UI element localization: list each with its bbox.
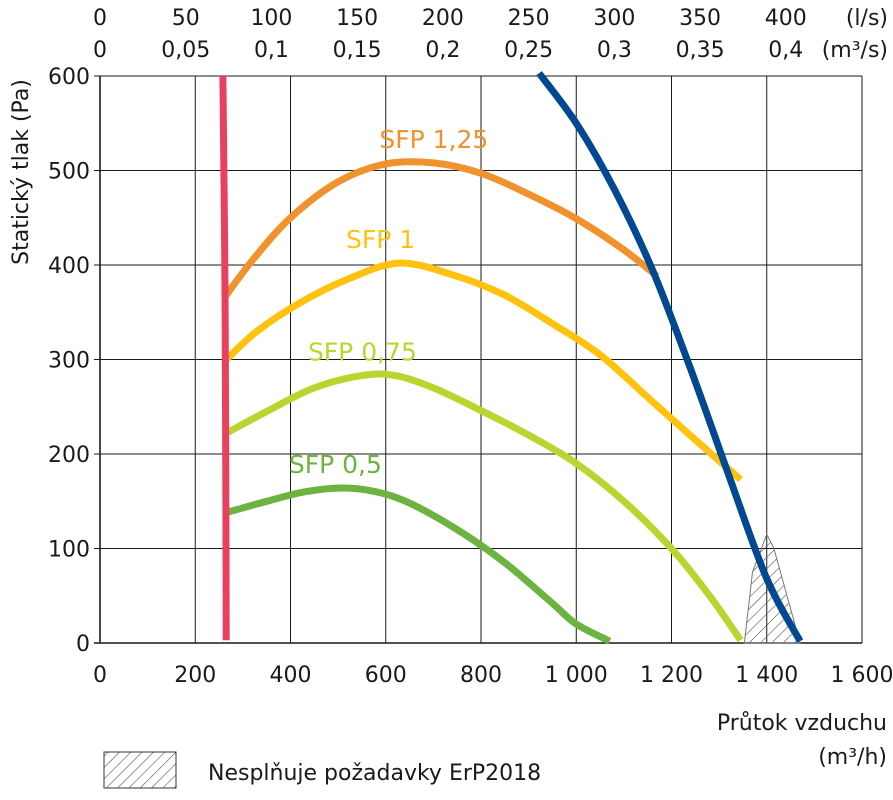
series-line-sfp-1-25 [223,158,660,298]
x-axis-label-line1: Průtok vzduchu [717,711,887,736]
x-axis-label-line2: (m³/h) [818,745,887,770]
legend-hatch-text: Nesplňuje požadavky ErP2018 [208,761,541,786]
x-tick-label: 800 [460,663,502,688]
y-axis-label: Statický tlak (Pa) [9,79,34,265]
top-axis-unit-m3s: (m³/s) [822,38,888,63]
x-tick-label: 1 600 [831,663,893,688]
top-tick-label-m3s: 0,15 [333,38,382,63]
top-tick-label-ls: 350 [679,6,721,31]
series-label-sfp-0-75: SFP 0,75 [308,338,417,367]
top-tick-label-ls: 150 [336,6,378,31]
x-tick-label: 400 [270,663,312,688]
series-line-boundary [219,75,230,641]
top-tick-label-m3s: 0,4 [768,38,803,63]
x-tick-label: 1 000 [545,663,608,688]
x-tick-label: 1 200 [640,663,703,688]
top-tick-label-ls: 300 [593,6,635,31]
x-tick-label: 1 400 [735,663,798,688]
top-tick-label-m3s: 0,35 [676,38,725,63]
top-tick-label-m3s: 0 [93,38,107,63]
top-tick-label-ls: 200 [422,6,464,31]
series-line-sfp-0-75 [224,370,744,643]
series-label-sfp-1-25: SFP 1,25 [379,125,488,154]
x-tick-label: 600 [365,663,407,688]
top-tick-label-ls: 0 [93,6,107,31]
series-line-sfp-0-5 [225,484,612,645]
top-tick-label-m3s: 0,25 [504,38,553,63]
grid [94,75,863,644]
legend-hatch-swatch [103,751,177,789]
y-tick-label: 600 [48,65,90,90]
y-tick-label: 0 [76,632,90,657]
y-tick-label: 100 [48,538,90,563]
series-line-sfp-1 [223,259,743,483]
series-lines: SFP 1,25 SFP 1 SFP 0,75 SFP 0,5 [219,71,804,645]
top-tick-label-ls: 50 [172,6,200,31]
top-tick-label-m3s: 0,3 [597,38,632,63]
top-tick-label-ls: 100 [250,6,292,31]
y-tick-label: 400 [48,254,90,279]
y-tick-label: 500 [48,160,90,185]
x-tick-label: 0 [93,663,107,688]
series-line-boundary [536,71,804,643]
y-tick-label: 200 [48,443,90,468]
top-tick-label-ls: 250 [508,6,550,31]
top-tick-label-m3s: 0,2 [425,38,460,63]
top-tick-label-m3s: 0,1 [254,38,289,63]
y-tick-label: 300 [48,349,90,374]
top-tick-label-m3s: 0,05 [161,38,210,63]
top-tick-label-ls: 400 [765,6,807,31]
top-axis-unit-ls: (l/s) [846,6,888,31]
x-tick-label: 200 [174,663,216,688]
axis-ticks: 0 200 400 600 800 1 000 1 200 1 400 1 600 0 100 200… [48,6,893,688]
series-label-sfp-0-5: SFP 0,5 [289,450,382,479]
series-label-sfp-1: SFP 1 [346,225,415,254]
